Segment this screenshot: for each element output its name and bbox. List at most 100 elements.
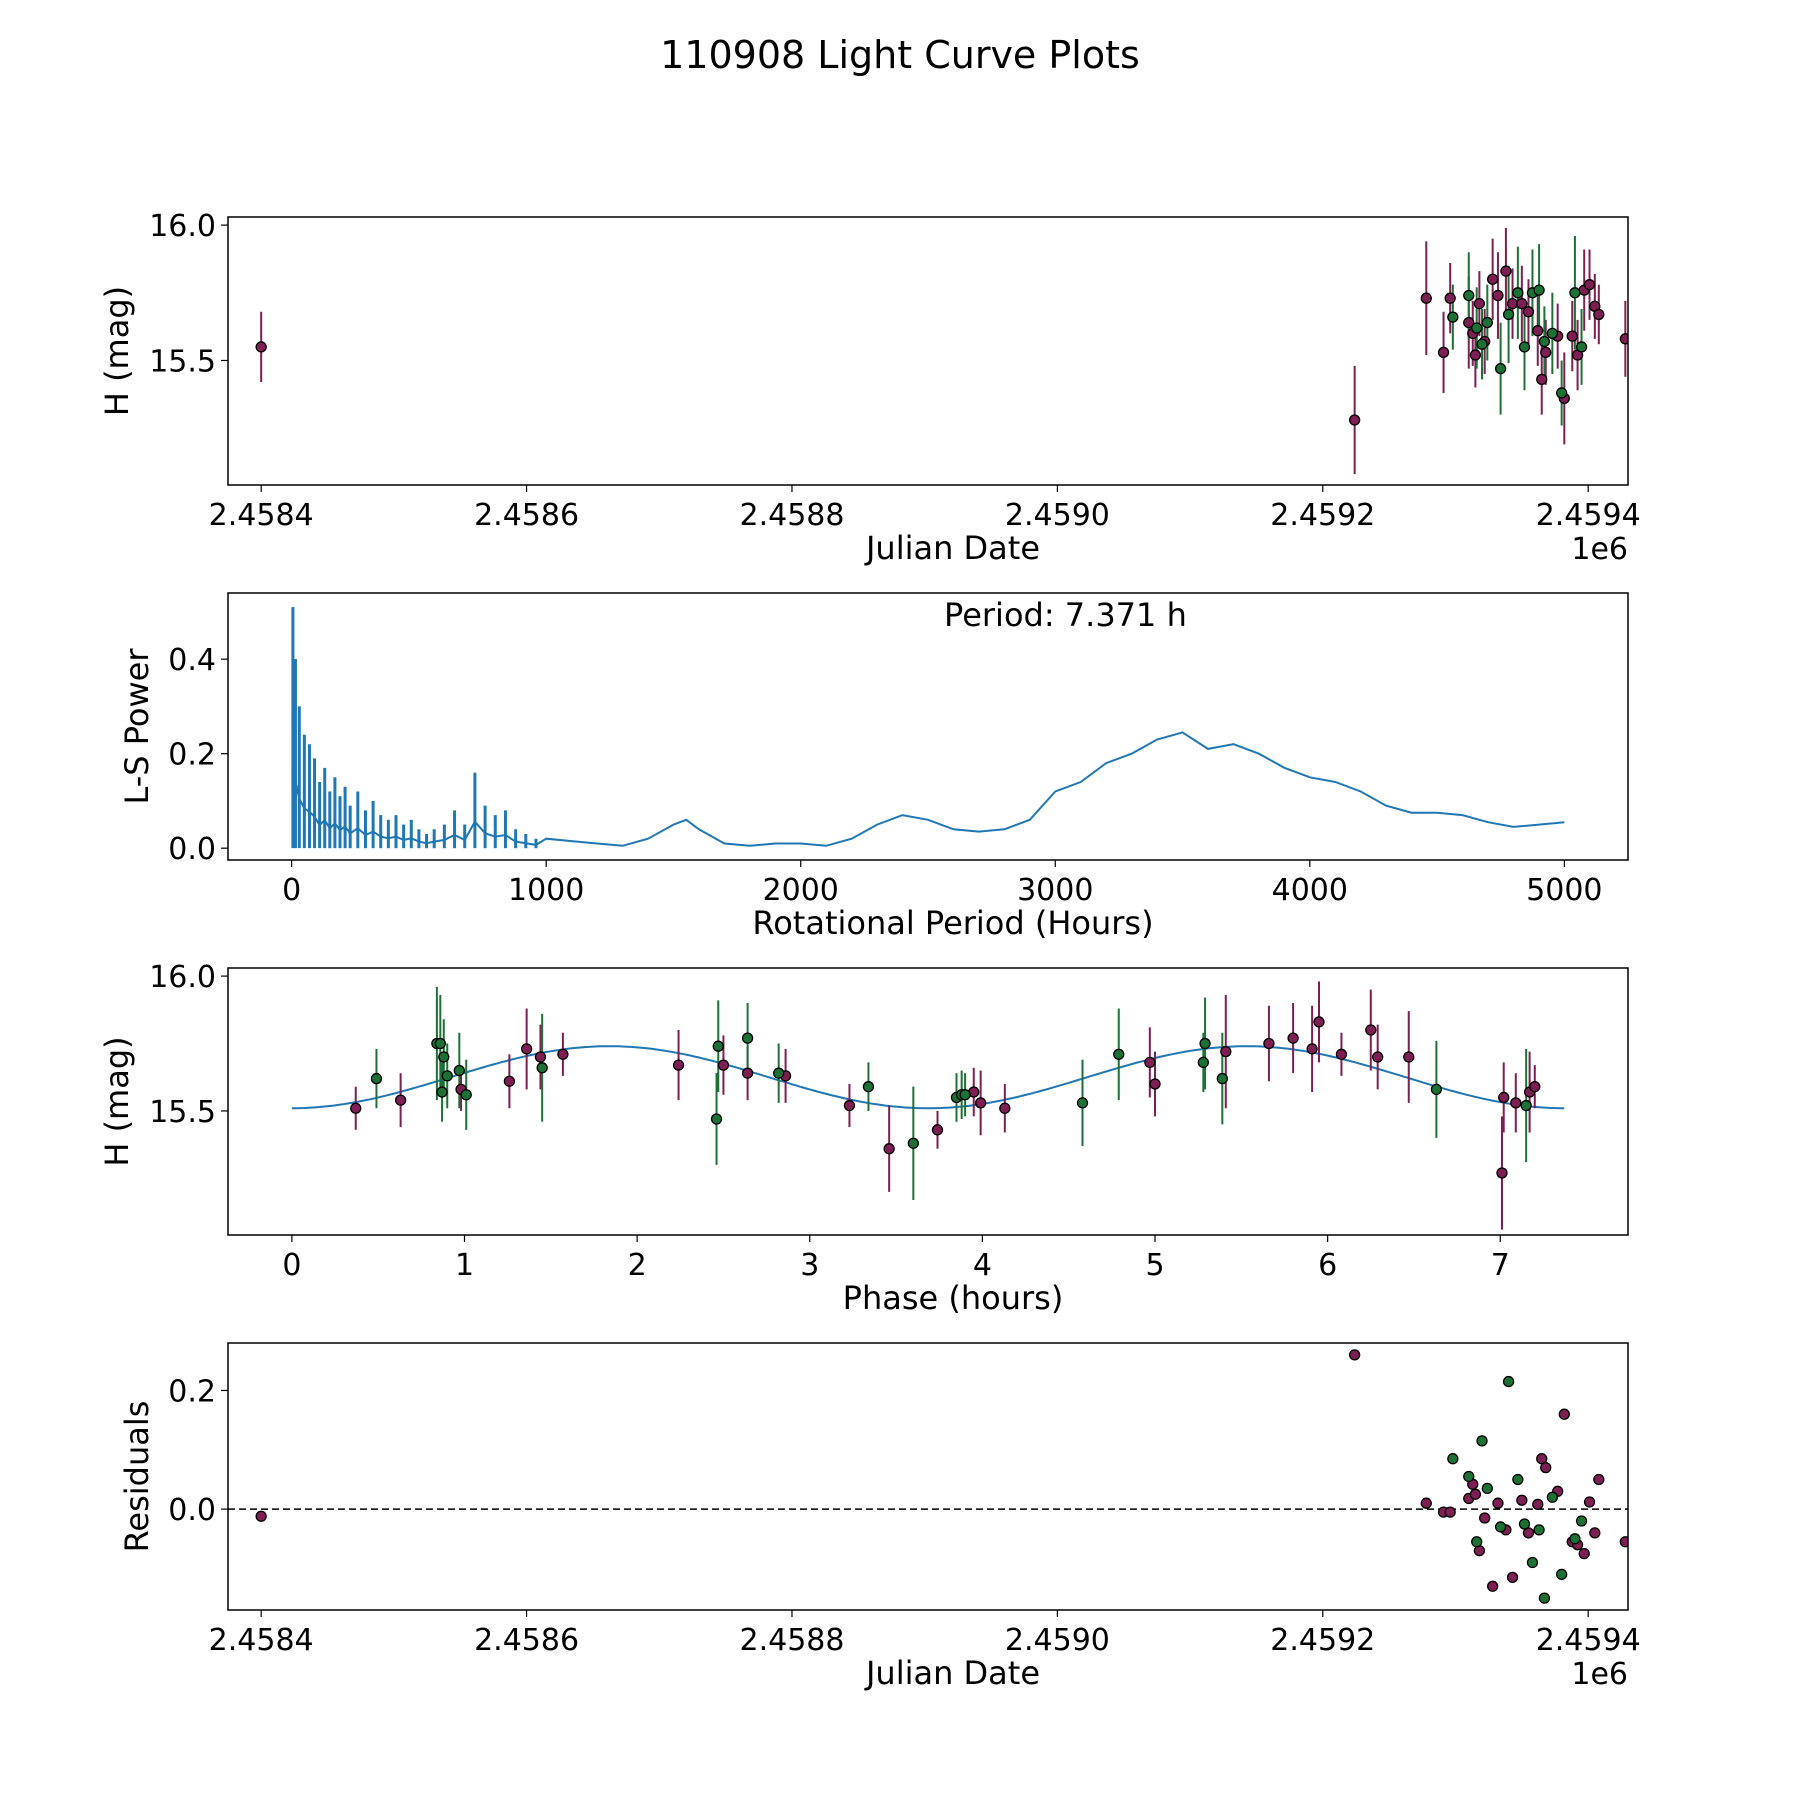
x-tick-label: 3 bbox=[800, 1248, 819, 1283]
band_b-point bbox=[1476, 338, 1488, 350]
x-tick-label: 0 bbox=[282, 873, 301, 908]
y-tick-label: 16.0 bbox=[149, 209, 216, 244]
band_a-point bbox=[1578, 1547, 1590, 1560]
plot-area bbox=[291, 981, 1565, 1230]
x-tick-label: 3000 bbox=[1017, 873, 1093, 908]
band_a-point bbox=[1492, 289, 1504, 302]
band_a-point bbox=[255, 1510, 267, 1522]
band_b-point bbox=[1113, 1048, 1125, 1060]
x-tick-label: 2 bbox=[628, 1248, 647, 1283]
band_b-point bbox=[1494, 1521, 1507, 1533]
x-axis-label: Phase (hours) bbox=[843, 1279, 1064, 1317]
plot-area bbox=[291, 607, 1565, 849]
x-tick-label: 1 bbox=[455, 1248, 474, 1283]
y-tick-label: 16.0 bbox=[149, 960, 216, 995]
band_a-point bbox=[1532, 1498, 1544, 1511]
band_a-point bbox=[1510, 1097, 1522, 1109]
x-axis-label: Julian Date bbox=[864, 529, 1040, 567]
y-tick-label: 0.0 bbox=[168, 1493, 216, 1528]
band_b-point bbox=[907, 1137, 919, 1149]
figure-title: 110908 Light Curve Plots bbox=[660, 33, 1140, 77]
band_b-point bbox=[1569, 287, 1581, 299]
y-tick-label: 15.5 bbox=[149, 344, 216, 379]
period-annotation: Period: 7.371 h bbox=[944, 596, 1187, 634]
band_a-point bbox=[1348, 1349, 1361, 1361]
y-axis-label: H (mag) bbox=[98, 286, 136, 416]
band_b-point bbox=[1502, 308, 1515, 321]
band_a-point bbox=[1469, 1488, 1482, 1500]
y-tick-label: 0.4 bbox=[168, 643, 216, 678]
band_b-point bbox=[1569, 1533, 1581, 1545]
y-axis-label: Residuals bbox=[118, 1401, 156, 1553]
y-axis-label: L-S Power bbox=[118, 648, 156, 805]
band_a-point bbox=[1536, 373, 1548, 386]
band_b-point bbox=[536, 1062, 548, 1074]
band_a-point bbox=[1619, 1536, 1628, 1548]
band_b-point bbox=[1471, 322, 1483, 334]
x-tick-label: 1000 bbox=[508, 873, 584, 908]
band_b-point bbox=[1526, 1556, 1539, 1569]
band_b-point bbox=[1197, 1056, 1209, 1069]
periodogram-line bbox=[291, 731, 1565, 847]
y-axis-label: H (mag) bbox=[98, 1036, 136, 1166]
phase-fold-panel: 0 1 2 3 4 5 6 7 15.5 16.0 Phase (hours) H (mag) bbox=[98, 960, 1629, 1317]
axes-frame bbox=[227, 967, 1629, 1236]
band_a-point bbox=[717, 1059, 730, 1071]
band_a-point bbox=[1500, 265, 1512, 277]
band_b-point bbox=[1575, 1515, 1588, 1527]
y-tick-label: 0.2 bbox=[168, 1374, 216, 1409]
band_b-point bbox=[1555, 387, 1568, 399]
residuals-panel: 2.4584 2.4586 2.4588 2.4590 2.4592 2.4594 0.0 0… bbox=[118, 1342, 1641, 1692]
y-tick-label: 0.2 bbox=[168, 738, 216, 773]
band_a-point bbox=[672, 1059, 685, 1071]
band_b-point bbox=[1634, 347, 1644, 357]
y-tick-label: 0.0 bbox=[168, 832, 216, 867]
band_a-point bbox=[1444, 292, 1456, 304]
x-axis-label: Rotational Period (Hours) bbox=[752, 904, 1153, 942]
band_a-point bbox=[394, 1094, 407, 1106]
band_b-point bbox=[1502, 1375, 1515, 1388]
band_b-point bbox=[862, 1081, 875, 1093]
band_a-point bbox=[1593, 1473, 1605, 1486]
band_b-point bbox=[1463, 1470, 1475, 1483]
x-tick-label: 2.4592 bbox=[1270, 1623, 1375, 1658]
band_a-point bbox=[1516, 297, 1528, 310]
band_b-point bbox=[773, 1067, 785, 1079]
band_b-point bbox=[1471, 1536, 1483, 1548]
x-offset-label: 1e6 bbox=[1571, 1657, 1628, 1692]
x-axis-label: Julian Date bbox=[864, 1654, 1040, 1692]
band_b-point bbox=[370, 1072, 383, 1085]
band_a-point bbox=[1348, 414, 1361, 426]
x-tick-label: 2.4594 bbox=[1536, 498, 1641, 533]
band_a-point bbox=[1619, 333, 1628, 345]
band_a-point bbox=[1335, 1048, 1348, 1060]
band_b-point bbox=[1463, 289, 1475, 302]
band_a-point bbox=[1306, 1043, 1318, 1055]
band_a-point bbox=[1365, 1024, 1377, 1036]
band_b-point bbox=[712, 1040, 724, 1052]
band_b-point bbox=[1199, 1037, 1211, 1050]
x-tick-label: 6 bbox=[1318, 1248, 1337, 1283]
band_b-point bbox=[1481, 1482, 1493, 1495]
x-tick-label: 2.4586 bbox=[474, 1623, 579, 1658]
y-tick-label: 15.5 bbox=[149, 1095, 216, 1130]
band_a-point bbox=[741, 1067, 754, 1079]
x-tick-label: 2.4588 bbox=[739, 1623, 844, 1658]
band_a-point bbox=[1149, 1078, 1161, 1090]
band_a-point bbox=[534, 1051, 547, 1063]
band_b-point bbox=[460, 1089, 472, 1101]
band_b-point bbox=[1538, 335, 1551, 348]
band_a-point bbox=[975, 1097, 987, 1109]
band_a-point bbox=[1522, 306, 1535, 318]
band_a-point bbox=[931, 1124, 944, 1136]
band_a-point bbox=[1532, 325, 1544, 337]
x-tick-label: 2.4586 bbox=[474, 498, 579, 533]
band_a-point bbox=[1287, 1032, 1299, 1044]
band_b-point bbox=[453, 1064, 465, 1077]
x-tick-label: 2.4590 bbox=[1005, 1623, 1110, 1658]
x-tick-label: 5000 bbox=[1526, 873, 1602, 908]
band_b-point bbox=[1518, 341, 1531, 353]
band_a-point bbox=[1463, 316, 1475, 329]
band_b-point bbox=[1216, 1072, 1228, 1085]
band_a-point bbox=[1496, 1167, 1508, 1179]
